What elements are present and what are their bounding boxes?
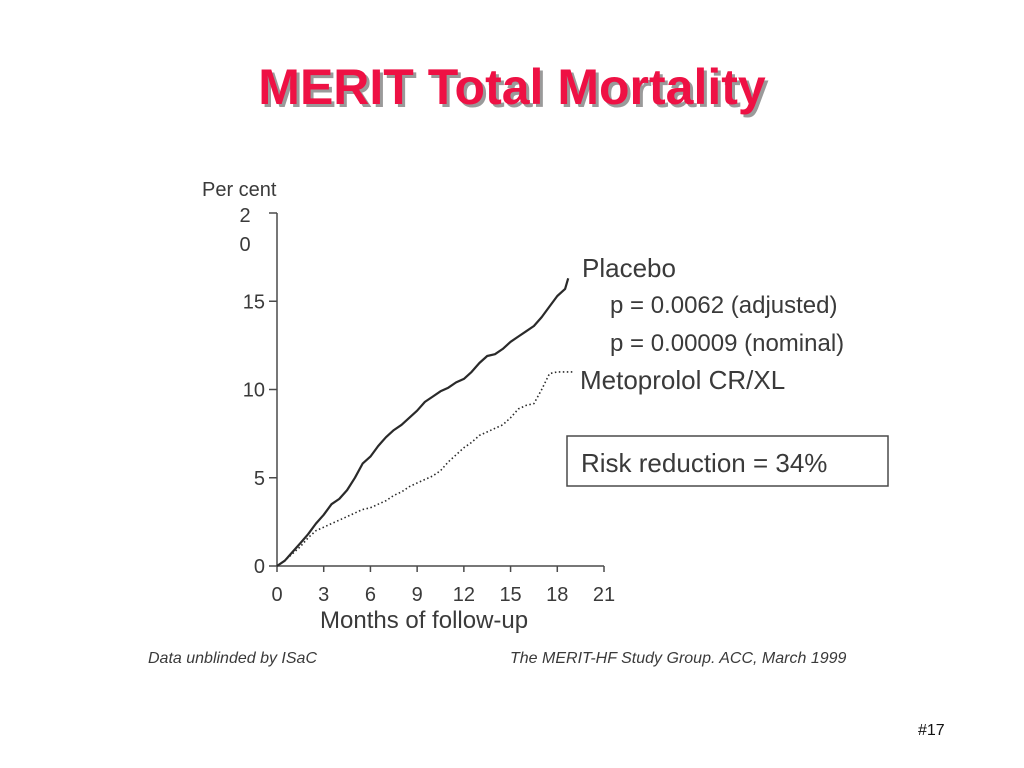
x-tick-label: 9 xyxy=(412,584,423,606)
legend-placebo: Placebo xyxy=(582,253,676,283)
x-tick-label: 15 xyxy=(499,584,521,606)
y-axis-label: Per cent xyxy=(202,179,277,201)
chart-series xyxy=(276,277,573,567)
y-top-tick-digit-1: 2 xyxy=(239,205,250,227)
slide-title: MERIT Total Mortality xyxy=(258,59,766,115)
footnote-source-left: Data unblinded by ISaC xyxy=(148,650,317,667)
x-tick-label: 21 xyxy=(593,584,615,606)
p-value-nominal: p = 0.00009 (nominal) xyxy=(610,330,844,357)
risk-reduction-box xyxy=(566,435,889,487)
p-value-adjusted: p = 0.0062 (adjusted) xyxy=(610,292,838,319)
x-tick-label: 3 xyxy=(318,584,329,606)
x-axis-label: Months of follow-up xyxy=(320,607,528,634)
y-tick-label: 5 xyxy=(254,468,265,490)
y-top-tick-digit-2: 0 xyxy=(239,234,250,256)
risk-reduction-text: Risk reduction = 34% xyxy=(581,448,827,478)
x-tick-label: 12 xyxy=(453,584,475,606)
y-tick-label: 10 xyxy=(243,380,265,402)
x-tick-label: 0 xyxy=(271,584,282,606)
legend-metoprolol: Metoprolol CR/XL xyxy=(580,365,785,395)
x-tick-label: 18 xyxy=(546,584,568,606)
y-tick-label: 15 xyxy=(243,291,265,313)
y-tick-label: 0 xyxy=(254,556,265,578)
slide-number: #17 xyxy=(918,722,945,739)
x-tick-label: 6 xyxy=(365,584,376,606)
series-line-placebo xyxy=(276,277,570,567)
footnote-citation: The MERIT-HF Study Group. ACC, March 199… xyxy=(510,650,847,667)
chart-axes: 0 3 6 9 12 15 18 21 0 5 10 15 xyxy=(243,212,615,606)
series-line-metoprolol-cr-xl xyxy=(276,371,573,567)
